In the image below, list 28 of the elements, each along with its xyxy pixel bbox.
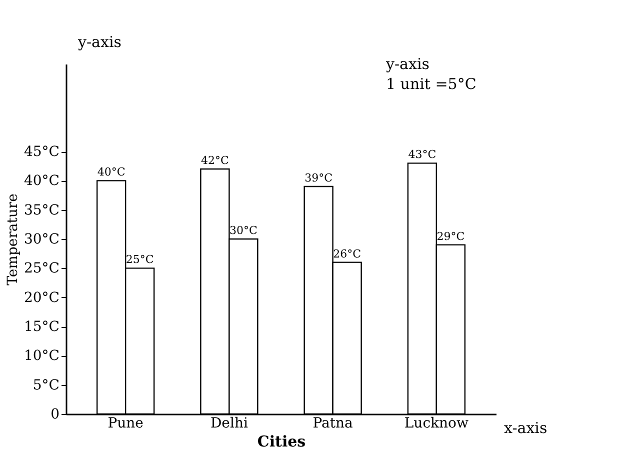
x-tick-label: Patna: [312, 416, 353, 432]
text: 25°C: [126, 253, 154, 266]
x-axis-title: Cities: [257, 432, 306, 450]
x-tick-label: Delhi: [210, 416, 248, 432]
y-axis-title: Temperature: [4, 194, 21, 286]
y-tick-label: 45°C: [24, 144, 60, 160]
text: 30°C: [229, 224, 258, 237]
text: 26°C: [333, 247, 362, 260]
text: 43°C: [408, 148, 436, 162]
y-tick-label: 30°C: [24, 232, 60, 248]
y-tick-label: 20°C: [24, 290, 60, 306]
y-tick-label: 35°C: [24, 202, 60, 218]
x-tick-label: Pune: [108, 416, 144, 432]
text: x-axis: [504, 419, 548, 437]
annotation: 1 unit =5°C: [386, 75, 476, 93]
y-tick-label: 40°C: [24, 173, 60, 190]
x-tick-label: Lucknow: [404, 416, 468, 432]
text: 29°C: [436, 230, 465, 243]
y-tick-label: 10°C: [24, 348, 60, 364]
y-tick-label: 25°C: [24, 260, 60, 277]
annotation: y-axis: [385, 55, 430, 73]
y-tick-label: 15°C: [24, 319, 60, 335]
y-tick-label: 5°C: [32, 377, 60, 394]
text: 40°C: [97, 166, 126, 179]
text: 39°C: [304, 172, 333, 184]
text: y-axis: [77, 33, 122, 51]
y-tick-label: 0: [50, 406, 60, 422]
text: 42°C: [200, 154, 229, 167]
